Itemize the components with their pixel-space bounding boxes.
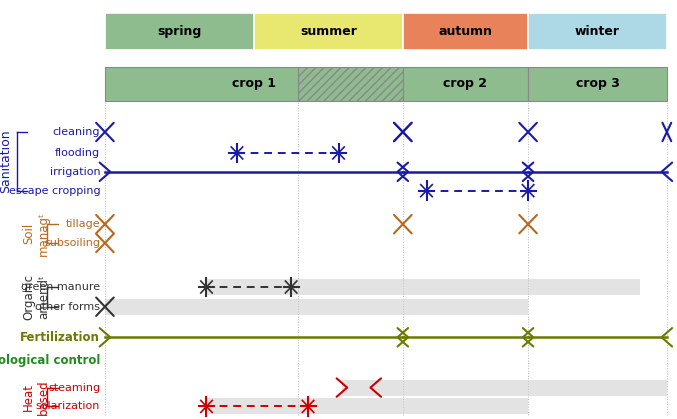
Text: winter: winter (575, 25, 620, 38)
Text: spring: spring (157, 25, 202, 38)
Bar (206, 279, 640, 295)
Text: other forms: other forms (35, 302, 100, 312)
Text: escape cropping: escape cropping (9, 186, 100, 196)
Text: Organic
amendᵗ: Organic amendᵗ (22, 274, 50, 320)
Text: steaming: steaming (48, 383, 100, 393)
Text: flooding: flooding (55, 148, 100, 158)
Text: autumn: autumn (439, 25, 492, 38)
Bar (105, 299, 528, 315)
Bar (206, 398, 528, 414)
Text: Sanitation: Sanitation (0, 129, 12, 193)
Bar (105, 13, 254, 50)
Bar (403, 67, 528, 101)
Bar (528, 67, 667, 101)
Text: crop 1: crop 1 (232, 77, 276, 91)
Bar (342, 380, 667, 396)
Text: green manure: green manure (21, 282, 100, 292)
Text: Fertilization: Fertilization (20, 331, 100, 344)
Text: Heat
based: Heat based (22, 379, 50, 415)
Text: subsoiling: subsoiling (44, 238, 100, 248)
Text: crop 2: crop 2 (443, 77, 487, 91)
Bar (298, 67, 403, 101)
Bar (105, 67, 298, 101)
Text: tillage: tillage (66, 219, 100, 229)
Text: Biological control: Biological control (0, 354, 100, 367)
Bar (528, 13, 667, 50)
Text: cleaning: cleaning (53, 127, 100, 137)
Text: Soil
managᵗ: Soil managᵗ (22, 212, 50, 256)
Text: summer: summer (300, 25, 357, 38)
Text: solarization: solarization (36, 401, 100, 411)
Text: crop 3: crop 3 (575, 77, 619, 91)
Bar (403, 13, 528, 50)
Text: irrigation: irrigation (49, 167, 100, 177)
Bar (254, 13, 403, 50)
